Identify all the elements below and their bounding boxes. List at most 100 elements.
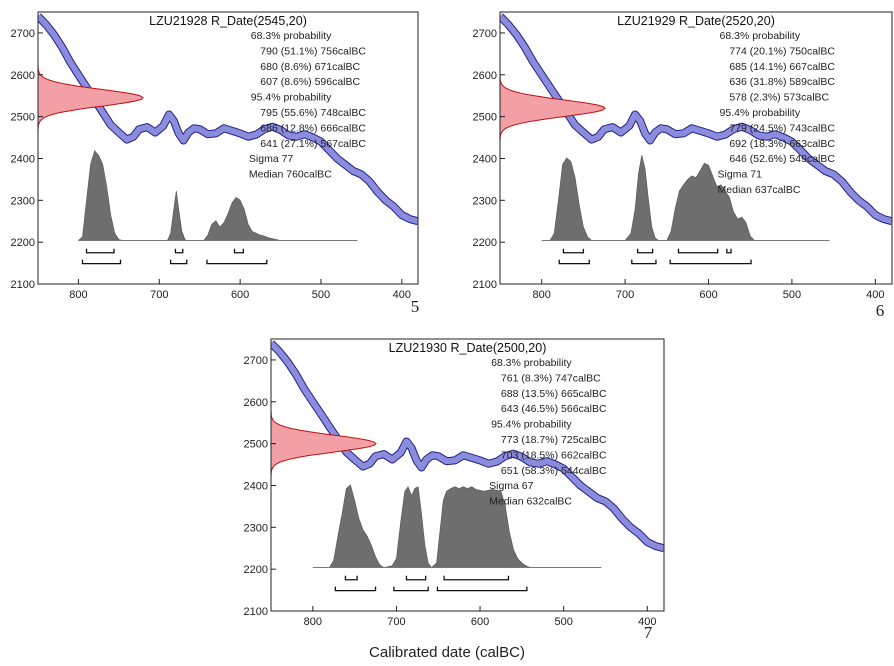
calibration-panel-2: 2100 2200 2300 2400 2500 2600 2700 800 700 600 500… bbox=[473, 11, 893, 320]
probability-annotation-line: 95.4% probability bbox=[491, 419, 572, 431]
x-tick-label: 800 bbox=[304, 616, 322, 628]
range-bracket-68 bbox=[636, 248, 654, 254]
x-tick-label: 800 bbox=[69, 289, 87, 301]
range-bracket-68 bbox=[85, 248, 115, 254]
y-tick-label: 2500 bbox=[473, 112, 497, 124]
range-bracket-95 bbox=[81, 259, 122, 265]
range-bracket-95 bbox=[669, 259, 752, 265]
y-tick-label: 2400 bbox=[473, 153, 497, 165]
probability-annotation-line: 646 (52.6%) 549calBC bbox=[729, 153, 835, 165]
y-tick-label: 2700 bbox=[11, 28, 35, 40]
x-tick-label: 500 bbox=[554, 616, 572, 628]
probability-annotation-line: 790 (51.1%) 756calBC bbox=[260, 45, 366, 57]
probability-annotation-line: 692 (18.3%) 663calBC bbox=[729, 138, 835, 150]
radiocarbon-date-distribution bbox=[271, 410, 377, 478]
probability-annotation-line: 685 (14.1%) 667calBC bbox=[729, 61, 835, 73]
panel-number: 6 bbox=[876, 301, 885, 320]
range-bracket-95 bbox=[393, 586, 429, 592]
calibration-curve-band bbox=[500, 14, 892, 225]
panel-title: LZU21929 R_Date(2520,20) bbox=[617, 14, 775, 28]
probability-annotation-line: 95.4% probability bbox=[251, 92, 332, 104]
panel-number: 7 bbox=[644, 623, 653, 642]
calibration-curve-band bbox=[38, 14, 418, 225]
y-tick-label: 2700 bbox=[244, 355, 268, 367]
radiocarbon-date-distribution bbox=[500, 74, 606, 142]
range-bracket-95 bbox=[206, 259, 268, 265]
range-bracket-68 bbox=[344, 575, 358, 581]
probability-annotation-line: 68.3% probability bbox=[251, 30, 332, 42]
probability-annotation-line: 68.3% probability bbox=[491, 357, 572, 369]
range-bracket-95 bbox=[169, 259, 188, 265]
range-bracket-68 bbox=[174, 248, 184, 254]
probability-annotation-line: 643 (46.5%) 566calBC bbox=[501, 403, 607, 415]
probability-annotation-line: 578 (2.3%) 573calBC bbox=[729, 92, 829, 104]
probability-annotation-line: 68.3% probability bbox=[720, 30, 801, 42]
calibration-panel-1: 2100 2200 2300 2400 2500 2600 2700 800 700 600 500… bbox=[11, 11, 420, 316]
range-bracket-95 bbox=[558, 259, 590, 265]
x-tick-label: 600 bbox=[471, 616, 489, 628]
y-tick-label: 2700 bbox=[473, 28, 497, 40]
probability-annotation-line: 651 (58.3%) 544calBC bbox=[501, 465, 607, 477]
x-tick-label: 600 bbox=[699, 289, 717, 301]
range-bracket-68 bbox=[562, 248, 585, 254]
probability-annotation-line: 95.4% probability bbox=[720, 107, 801, 119]
probability-annotation-line: 636 (31.8%) 589calBC bbox=[729, 76, 835, 88]
x-tick-label: 700 bbox=[616, 289, 634, 301]
y-tick-label: 2100 bbox=[11, 279, 35, 291]
probability-annotation-line: 703 (18.5%) 662calBC bbox=[501, 449, 607, 461]
x-tick-label: 700 bbox=[150, 289, 168, 301]
x-tick-label: 400 bbox=[393, 289, 411, 301]
probability-annotation-line: 607 (8.6%) 596calBC bbox=[260, 76, 360, 88]
probability-annotation-line: Median 632calBC bbox=[489, 496, 572, 508]
x-tick-label: 700 bbox=[387, 616, 405, 628]
probability-annotation-line: 773 (18.7%) 725calBC bbox=[501, 434, 607, 446]
y-tick-label: 2200 bbox=[244, 564, 268, 576]
plot-frame bbox=[270, 338, 665, 612]
radiocarbon-date-distribution bbox=[38, 64, 144, 132]
y-tick-label: 2300 bbox=[244, 522, 268, 534]
y-tick-label: 2600 bbox=[244, 397, 268, 409]
y-tick-label: 2300 bbox=[11, 195, 35, 207]
probability-annotation-line: 774 (20.1%) 750calBC bbox=[729, 45, 835, 57]
probability-annotation-line: 680 (8.6%) 671calBC bbox=[260, 61, 360, 73]
probability-annotation-line: Median 760calBC bbox=[249, 169, 332, 181]
panel-number: 5 bbox=[411, 297, 420, 316]
plot-frame bbox=[499, 11, 893, 285]
range-bracket-95 bbox=[334, 586, 377, 592]
probability-annotation-line: Sigma 71 bbox=[718, 169, 763, 181]
x-tick-label: 400 bbox=[638, 616, 656, 628]
x-tick-label: 500 bbox=[783, 289, 801, 301]
figure-x-axis-label: Calibrated date (calBC) bbox=[369, 644, 525, 661]
x-tick-label: 400 bbox=[866, 289, 884, 301]
y-tick-label: 2600 bbox=[11, 70, 35, 82]
probability-annotation-line: 779 (24.5%) 743calBC bbox=[729, 122, 835, 134]
probability-annotation-line: 795 (55.6%) 748calBC bbox=[260, 107, 366, 119]
range-bracket-68 bbox=[443, 575, 510, 581]
y-tick-label: 2400 bbox=[11, 153, 35, 165]
x-tick-label: 500 bbox=[312, 289, 330, 301]
calibration-panel-3: 2100 2200 2300 2400 2500 2600 2700 800 700 600 500… bbox=[244, 338, 665, 642]
panel-title: LZU21928 R_Date(2545,20) bbox=[149, 14, 307, 28]
range-bracket-68 bbox=[726, 248, 732, 254]
probability-annotation-line: 686 (12.8%) 666calBC bbox=[260, 122, 366, 134]
probability-annotation-line: 688 (13.5%) 665calBC bbox=[501, 388, 607, 400]
range-bracket-68 bbox=[677, 248, 719, 254]
y-tick-label: 2200 bbox=[11, 237, 35, 249]
x-tick-label: 600 bbox=[231, 289, 249, 301]
range-bracket-95 bbox=[436, 586, 528, 592]
calibrated-date-distribution bbox=[549, 155, 756, 241]
y-tick-label: 2600 bbox=[473, 70, 497, 82]
probability-annotation-line: Sigma 67 bbox=[489, 480, 534, 492]
y-tick-label: 2500 bbox=[11, 112, 35, 124]
y-tick-label: 2100 bbox=[473, 279, 497, 291]
y-tick-label: 2300 bbox=[473, 195, 497, 207]
y-tick-label: 2200 bbox=[473, 237, 497, 249]
probability-annotation-line: 761 (8.3%) 747calBC bbox=[501, 372, 601, 384]
y-tick-label: 2500 bbox=[244, 439, 268, 451]
plot-frame bbox=[37, 11, 419, 285]
x-tick-label: 800 bbox=[533, 289, 551, 301]
panel-title: LZU21930 R_Date(2500,20) bbox=[389, 341, 547, 355]
range-bracket-95 bbox=[631, 259, 657, 265]
range-bracket-68 bbox=[233, 248, 245, 254]
range-bracket-68 bbox=[405, 575, 427, 581]
